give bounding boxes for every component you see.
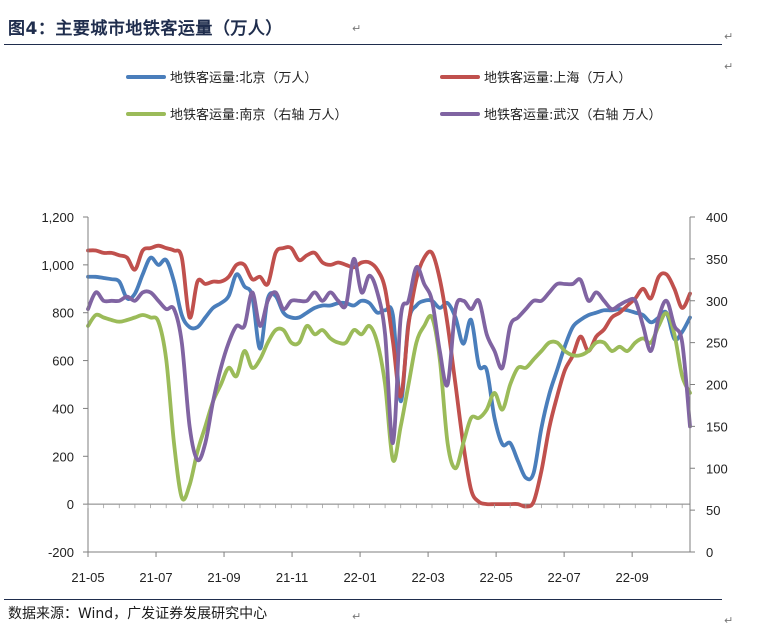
- x-tick-label: 22-09: [616, 570, 649, 585]
- x-tick-label: 22-05: [479, 570, 512, 585]
- legend-label: 地铁客运量:南京（右轴 万人）: [170, 107, 348, 123]
- right-tick-label: 250: [706, 336, 728, 351]
- paragraph-mark-icon: ↵: [724, 60, 734, 73]
- x-tick-label: 22-01: [343, 570, 376, 585]
- left-tick-label: -200: [48, 545, 74, 560]
- left-tick-label: 200: [52, 449, 74, 464]
- left-axis: -200 0 200 400 600 800 1,000 1,200: [41, 210, 89, 560]
- legend: 地铁客运量:北京（万人） 地铁客运量:上海（万人） 地铁客运量:南京（右轴 万人） 地…: [126, 70, 662, 123]
- right-tick-label: 50: [706, 503, 720, 518]
- x-axis: 21-05 21-07 21-09 21-11 22-01 22-03 22-05 22-07…: [71, 504, 690, 585]
- paragraph-mark-icon: ↵: [352, 22, 362, 35]
- paragraph-mark-icon: ↵: [352, 610, 362, 623]
- right-tick-label: 350: [706, 252, 728, 267]
- right-tick-label: 300: [706, 294, 728, 309]
- series-layer: [86, 243, 692, 509]
- footer-divider: [4, 599, 722, 600]
- series-line-beijing: [86, 255, 692, 482]
- right-tick-label: 0: [706, 545, 713, 560]
- right-tick-label: 100: [706, 461, 728, 476]
- source-note: 数据来源：Wind，广发证券发展研究中心: [8, 606, 268, 622]
- left-tick-label: 1,000: [41, 258, 74, 273]
- title-divider: [4, 44, 722, 45]
- x-tick-label: 21-05: [71, 570, 104, 585]
- left-tick-label: 1,200: [41, 210, 74, 225]
- legend-label: 地铁客运量:北京（万人）: [170, 70, 317, 86]
- paragraph-mark-icon: ↵: [724, 30, 734, 43]
- left-tick-label: 600: [52, 354, 74, 369]
- right-tick-label: 200: [706, 378, 728, 393]
- left-tick-label: 0: [67, 497, 74, 512]
- legend-label: 地铁客运量:武汉（右轴 万人）: [484, 107, 662, 123]
- right-axis: 0 50 100 150 200 250 300 350 400: [689, 210, 728, 560]
- right-tick-label: 150: [706, 419, 728, 434]
- x-tick-label: 21-07: [139, 570, 172, 585]
- series-line-wuhan: [86, 256, 692, 463]
- chart-title: 图4：主要城市地铁客运量（万人）: [8, 19, 283, 39]
- x-tick-label: 21-09: [207, 570, 240, 585]
- paragraph-mark-icon: ↵: [724, 614, 734, 627]
- right-tick-label: 400: [706, 210, 728, 225]
- left-tick-label: 800: [52, 306, 74, 321]
- x-tick-label: 22-07: [548, 570, 581, 585]
- legend-label: 地铁客运量:上海（万人）: [484, 70, 631, 86]
- left-tick-label: 400: [52, 401, 74, 416]
- x-tick-label: 21-11: [276, 570, 308, 585]
- x-tick-label: 22-03: [411, 570, 444, 585]
